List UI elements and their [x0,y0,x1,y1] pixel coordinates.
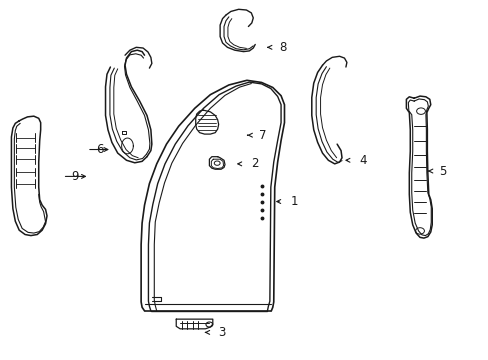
Text: 7: 7 [259,129,266,142]
Text: 4: 4 [358,154,366,167]
Text: 9: 9 [71,170,79,183]
Text: 2: 2 [250,157,258,170]
Text: 8: 8 [279,41,286,54]
Text: 6: 6 [96,143,103,156]
Text: 5: 5 [439,165,446,177]
Text: 3: 3 [217,326,224,339]
Text: 1: 1 [290,195,298,208]
